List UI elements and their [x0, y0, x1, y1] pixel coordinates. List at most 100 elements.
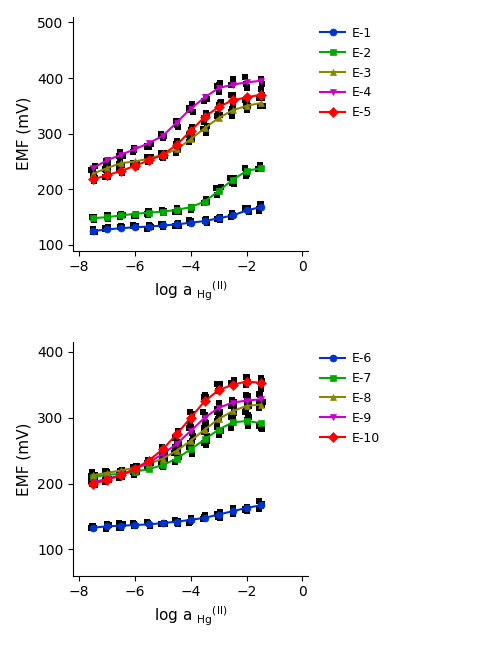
E-5 [104, 172, 110, 179]
Y-axis label: EMF (mV): EMF (mV) [16, 97, 31, 170]
E-10 [257, 379, 263, 387]
E-8 [104, 469, 110, 477]
Y-axis label: EMF (mV): EMF (mV) [16, 422, 31, 495]
E-1 [90, 227, 96, 235]
Line: E-4: E-4 [90, 77, 264, 172]
Line: E-8: E-8 [90, 401, 264, 479]
E-7 [90, 473, 96, 481]
E-4 [202, 94, 208, 101]
E-7 [146, 465, 151, 473]
E-8 [257, 401, 263, 408]
Line: E-5: E-5 [90, 91, 264, 183]
E-6 [146, 521, 151, 528]
E-4 [243, 79, 249, 86]
E-6 [90, 524, 96, 531]
E-8 [146, 460, 151, 468]
E-3 [160, 151, 166, 159]
E-2 [230, 176, 236, 184]
E-8 [202, 426, 208, 433]
E-9 [160, 450, 166, 458]
E-9 [257, 395, 263, 403]
E-6 [132, 521, 138, 529]
E-5 [146, 157, 151, 164]
E-3 [104, 164, 110, 172]
E-2 [132, 210, 138, 217]
E-7 [202, 435, 208, 443]
E-10 [146, 457, 151, 464]
E-10 [216, 386, 222, 394]
E-3 [146, 155, 151, 163]
E-3 [202, 124, 208, 132]
E-2 [90, 214, 96, 222]
E-1 [230, 212, 236, 219]
Line: E-3: E-3 [90, 99, 264, 177]
Line: E-7: E-7 [90, 417, 264, 481]
E-5 [230, 96, 236, 104]
E-2 [202, 198, 208, 206]
E-8 [216, 415, 222, 423]
E-5 [132, 162, 138, 170]
E-6 [118, 522, 124, 530]
E-9 [230, 399, 236, 406]
E-4 [216, 84, 222, 92]
Line: E-9: E-9 [90, 396, 264, 486]
E-7 [243, 417, 249, 425]
E-1 [202, 217, 208, 225]
E-3 [243, 102, 249, 110]
E-9 [90, 479, 96, 486]
E-8 [118, 466, 124, 474]
E-1 [160, 222, 166, 230]
E-5 [243, 94, 249, 101]
E-2 [104, 213, 110, 221]
E-9 [132, 465, 138, 473]
E-7 [118, 470, 124, 477]
E-3 [132, 157, 138, 165]
E-1 [118, 224, 124, 232]
E-6 [243, 504, 249, 511]
E-6 [104, 522, 110, 530]
E-7 [104, 471, 110, 479]
E-7 [257, 419, 263, 427]
E-6 [160, 519, 166, 527]
E-10 [230, 381, 236, 389]
Legend: E-6, E-7, E-8, E-9, E-10: E-6, E-7, E-8, E-9, E-10 [317, 348, 384, 448]
E-4 [160, 132, 166, 140]
E-1 [132, 223, 138, 231]
E-10 [90, 480, 96, 488]
E-1 [104, 226, 110, 233]
E-8 [230, 407, 236, 415]
E-4 [118, 151, 124, 159]
E-7 [132, 468, 138, 475]
E-9 [243, 397, 249, 404]
E-8 [188, 437, 194, 444]
Line: E-1: E-1 [90, 204, 264, 235]
Line: E-2: E-2 [90, 164, 264, 222]
E-4 [188, 104, 194, 112]
E-9 [104, 475, 110, 483]
E-10 [202, 397, 208, 405]
E-5 [257, 91, 263, 99]
E-2 [146, 209, 151, 217]
E-2 [216, 187, 222, 195]
E-2 [160, 208, 166, 215]
E-9 [202, 414, 208, 422]
E-9 [216, 404, 222, 412]
E-4 [174, 119, 180, 126]
E-10 [174, 430, 180, 438]
E-6 [174, 518, 180, 526]
E-10 [104, 477, 110, 484]
E-5 [118, 167, 124, 175]
X-axis label: log a $\mathregular{_{Hg}}$$\mathregular{^{(II)}}$: log a $\mathregular{_{Hg}}$$\mathregular… [154, 605, 227, 628]
E-10 [243, 377, 249, 385]
E-2 [174, 206, 180, 213]
E-3 [118, 159, 124, 167]
E-4 [230, 81, 236, 88]
E-3 [174, 145, 180, 153]
E-8 [132, 464, 138, 471]
E-6 [202, 514, 208, 522]
E-7 [160, 461, 166, 469]
X-axis label: log a $\mathregular{_{Hg}}$$\mathregular{^{(II)}}$: log a $\mathregular{_{Hg}}$$\mathregular… [154, 280, 227, 303]
E-9 [174, 440, 180, 448]
E-1 [146, 223, 151, 230]
E-6 [216, 511, 222, 519]
